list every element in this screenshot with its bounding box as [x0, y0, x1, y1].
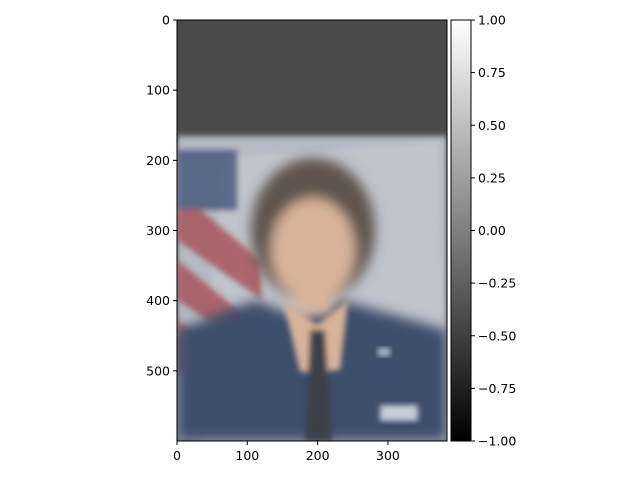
- colorbar-tick-label: 0.25: [478, 170, 506, 185]
- lapel-pin: [378, 348, 390, 356]
- colorbar-tick-label: 0.00: [478, 223, 506, 238]
- x-tick-label: 300: [376, 448, 400, 463]
- shirt-shape: [283, 300, 348, 441]
- colorbar-axis: 1.00 0.75 0.50 0.25 0.00 −0.25 −0.50 −0.75 −1.00: [471, 13, 516, 449]
- head-shape: [251, 158, 375, 315]
- y-tick-label: 300: [146, 223, 170, 238]
- y-tick-label: 200: [146, 153, 170, 168]
- colorbar-tick-label: 1.00: [478, 13, 506, 28]
- x-tick-label: 0: [173, 448, 181, 463]
- x-axis: 0 100 200 300: [173, 441, 400, 463]
- y-tick-label: 0: [162, 13, 170, 28]
- colorbar-tick-label: −0.25: [478, 276, 516, 291]
- colorbar-tick-label: 0.75: [478, 65, 506, 80]
- y-tick-label: 500: [146, 363, 170, 378]
- x-tick-label: 100: [235, 448, 259, 463]
- colorbar-tick-label: −0.50: [478, 328, 516, 343]
- y-tick-label: 400: [146, 293, 170, 308]
- image-panel: [177, 20, 447, 441]
- colorbar-tick-label: −1.00: [478, 434, 516, 449]
- x-tick-label: 200: [306, 448, 330, 463]
- pocket-square: [380, 405, 418, 421]
- y-tick-label: 100: [146, 83, 170, 98]
- y-axis: 0 100 200 300 400 500: [146, 13, 177, 378]
- colorbar-tick-label: −0.75: [478, 381, 516, 396]
- colorbar: [450, 19, 472, 442]
- colorbar-tick-label: 0.50: [478, 118, 506, 133]
